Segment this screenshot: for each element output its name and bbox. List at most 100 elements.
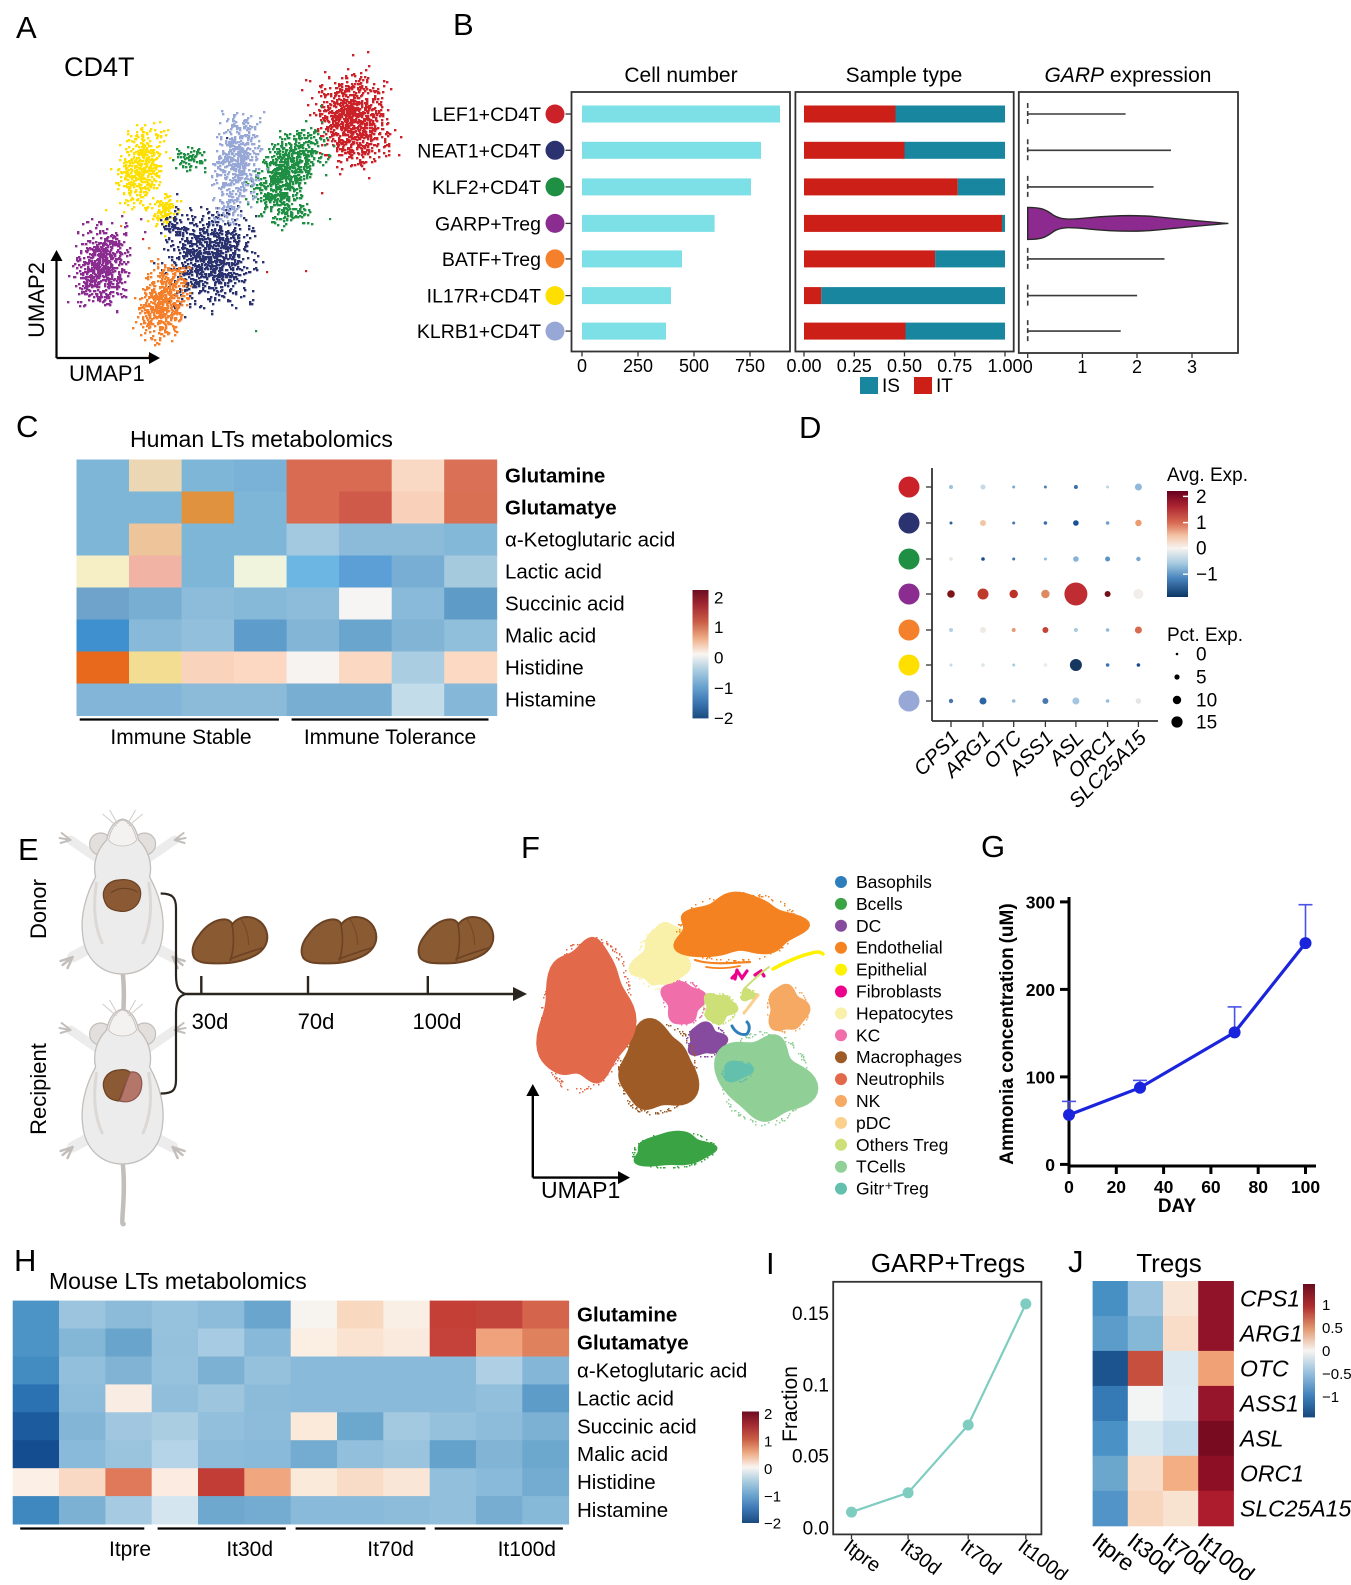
svg-text:0: 0 — [577, 356, 587, 376]
svg-text:E: E — [18, 832, 39, 867]
svg-text:ASS1: ASS1 — [1238, 1390, 1299, 1416]
svg-text:250: 250 — [623, 356, 653, 376]
svg-text:CD4T: CD4T — [64, 52, 135, 82]
svg-text:Malic acid: Malic acid — [577, 1443, 668, 1466]
svg-text:Immune Stable: Immune Stable — [110, 726, 251, 749]
svg-text:It70d: It70d — [367, 1538, 414, 1561]
svg-text:1: 1 — [1077, 357, 1087, 377]
svg-text:D: D — [799, 410, 821, 445]
svg-text:Lactic acid: Lactic acid — [577, 1387, 674, 1410]
svg-text:1: 1 — [714, 618, 723, 637]
svg-text:α-Ketoglutaric acid: α-Ketoglutaric acid — [505, 529, 675, 552]
svg-text:2: 2 — [764, 1406, 772, 1423]
svg-text:Histamine: Histamine — [577, 1499, 668, 1522]
svg-text:0: 0 — [714, 648, 723, 667]
svg-text:OTC: OTC — [1240, 1355, 1289, 1381]
svg-text:1: 1 — [1196, 513, 1207, 534]
svg-text:Itpre: Itpre — [109, 1538, 151, 1561]
svg-text:H: H — [14, 1243, 36, 1278]
svg-text:−2: −2 — [764, 1516, 781, 1533]
svg-text:0: 0 — [1023, 357, 1033, 377]
svg-text:B: B — [453, 7, 474, 42]
svg-text:Donor: Donor — [26, 879, 51, 939]
svg-text:Glutamine: Glutamine — [577, 1304, 677, 1327]
svg-text:SLC25A15: SLC25A15 — [1240, 1495, 1351, 1521]
svg-text:−1: −1 — [1196, 565, 1218, 586]
svg-text:0: 0 — [1045, 1155, 1055, 1175]
svg-text:TCells: TCells — [856, 1157, 906, 1177]
svg-text:Fraction: Fraction — [779, 1366, 802, 1442]
svg-text:Epithelial: Epithelial — [856, 960, 927, 980]
svg-text:ORC1: ORC1 — [1240, 1460, 1304, 1486]
svg-text:C: C — [16, 409, 38, 444]
svg-text:ASL: ASL — [1238, 1425, 1283, 1451]
svg-text:100: 100 — [1291, 1177, 1320, 1197]
svg-text:70d: 70d — [298, 1009, 335, 1034]
svg-text:Basophils: Basophils — [856, 872, 932, 892]
svg-text:0.50: 0.50 — [887, 356, 922, 376]
svg-text:Gitr⁺Treg: Gitr⁺Treg — [856, 1179, 929, 1199]
svg-text:500: 500 — [679, 356, 709, 376]
svg-text:0: 0 — [1064, 1177, 1074, 1197]
svg-text:2: 2 — [714, 589, 723, 608]
svg-text:Neutrophils: Neutrophils — [856, 1069, 945, 1089]
svg-text:Human LTs metabolomics: Human LTs metabolomics — [130, 426, 393, 452]
svg-text:UMAP2: UMAP2 — [24, 262, 49, 338]
svg-text:15: 15 — [1196, 713, 1217, 734]
svg-text:A: A — [16, 10, 37, 45]
svg-text:0.05: 0.05 — [792, 1447, 829, 1468]
svg-text:F: F — [521, 830, 540, 865]
svg-text:BATF+Treg: BATF+Treg — [442, 249, 541, 271]
svg-text:Avg. Exp.: Avg. Exp. — [1167, 465, 1248, 486]
svg-text:NK: NK — [856, 1091, 881, 1111]
svg-text:NEAT1+CD4T: NEAT1+CD4T — [417, 140, 541, 162]
svg-text:3: 3 — [1187, 357, 1197, 377]
svg-text:30d: 30d — [192, 1009, 229, 1034]
svg-text:GARP+Tregs: GARP+Tregs — [871, 1248, 1025, 1278]
svg-text:Histidine: Histidine — [577, 1471, 656, 1494]
svg-text:Tregs: Tregs — [1136, 1248, 1202, 1278]
svg-text:100d: 100d — [413, 1009, 462, 1034]
svg-text:0: 0 — [764, 1461, 772, 1478]
svg-text:−2: −2 — [714, 709, 733, 728]
svg-text:Malic acid: Malic acid — [505, 625, 596, 648]
svg-text:0: 0 — [1196, 539, 1207, 560]
svg-text:KLRB1+CD4T: KLRB1+CD4T — [417, 321, 541, 343]
svg-text:I: I — [766, 1246, 775, 1281]
svg-text:Recipient: Recipient — [26, 1043, 51, 1135]
svg-text:Fibroblasts: Fibroblasts — [856, 982, 942, 1002]
svg-text:UMAP1: UMAP1 — [69, 361, 145, 386]
svg-text:0.75: 0.75 — [937, 356, 972, 376]
svg-text:Succinic acid: Succinic acid — [577, 1415, 697, 1438]
svg-text:LEF1+CD4T: LEF1+CD4T — [432, 104, 541, 126]
svg-text:GARP expression: GARP expression — [1045, 64, 1212, 87]
svg-text:α-Ketoglutaric acid: α-Ketoglutaric acid — [577, 1359, 747, 1382]
svg-text:Macrophages: Macrophages — [856, 1047, 962, 1067]
svg-text:Glutamatye: Glutamatye — [577, 1331, 689, 1354]
svg-text:100: 100 — [1026, 1067, 1055, 1087]
svg-text:DAY: DAY — [1158, 1196, 1197, 1217]
svg-text:0.5: 0.5 — [1322, 1320, 1343, 1337]
svg-text:Glutamatye: Glutamatye — [505, 497, 617, 520]
svg-text:1: 1 — [764, 1434, 772, 1451]
svg-text:DC: DC — [856, 916, 881, 936]
svg-text:GARP+Treg: GARP+Treg — [435, 213, 541, 235]
svg-text:Sample type: Sample type — [846, 64, 963, 87]
svg-text:Glutamine: Glutamine — [505, 465, 605, 488]
svg-text:Histidine: Histidine — [505, 657, 584, 680]
svg-text:ARG1: ARG1 — [1238, 1320, 1303, 1346]
svg-text:0.15: 0.15 — [792, 1304, 829, 1325]
svg-text:1.00: 1.00 — [987, 356, 1022, 376]
svg-text:−0.5: −0.5 — [1322, 1366, 1351, 1383]
svg-text:5: 5 — [1196, 668, 1207, 689]
svg-text:Histamine: Histamine — [505, 689, 596, 712]
svg-text:0: 0 — [1196, 645, 1207, 666]
svg-text:IT: IT — [936, 376, 953, 397]
svg-text:Succinic acid: Succinic acid — [505, 593, 625, 616]
svg-text:It100d: It100d — [498, 1538, 556, 1561]
svg-text:20: 20 — [1107, 1177, 1127, 1197]
svg-text:0.25: 0.25 — [837, 356, 872, 376]
svg-text:0.1: 0.1 — [803, 1375, 829, 1396]
svg-text:0: 0 — [1322, 1343, 1330, 1360]
svg-text:IS: IS — [882, 376, 900, 397]
